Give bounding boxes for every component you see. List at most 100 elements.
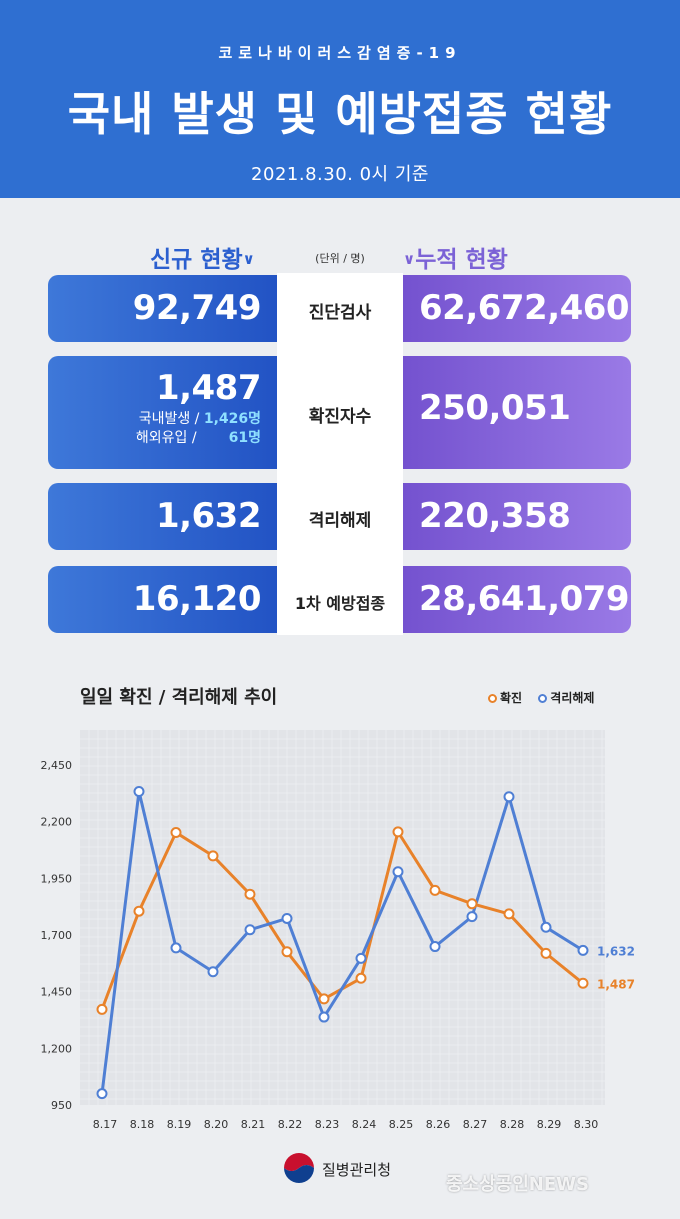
- x-tick-label: 8.19: [167, 1118, 192, 1131]
- plot-area: [80, 730, 605, 1105]
- header-subtitle: 코로나바이러스감염증-19: [218, 44, 462, 62]
- chevron-down-icon: ∨: [242, 250, 255, 268]
- new-tests-value: 92,749: [132, 288, 262, 328]
- new-status-label: 신규 현황∨: [150, 240, 255, 274]
- data-point-confirmed: [207, 850, 219, 862]
- cumulative-tests-value: 62,672,460: [419, 288, 630, 328]
- overseas-value: 61명: [228, 430, 261, 446]
- chevron-down-icon: ∨: [403, 250, 416, 268]
- x-tick-label: 8.30: [574, 1118, 599, 1131]
- domestic-value: 1,426명: [203, 411, 261, 427]
- cumulative-vaccination-card: 28,641,079: [403, 566, 631, 633]
- series-line-released: [100, 790, 584, 1094]
- center-label-band: [277, 273, 403, 635]
- y-tick-label: 950: [51, 1099, 72, 1112]
- x-tick-label: 8.25: [389, 1118, 414, 1131]
- data-point-confirmed: [355, 972, 367, 984]
- data-point-released: [503, 791, 515, 803]
- data-point-confirmed: [577, 977, 589, 989]
- y-tick-label: 1,950: [41, 872, 73, 885]
- data-point-released: [392, 866, 404, 878]
- legend-confirmed-label: 확진: [500, 691, 523, 705]
- watermark: 중소상공인NEWS: [446, 1174, 589, 1195]
- x-tick-label: 8.22: [278, 1118, 303, 1131]
- data-point-released: [170, 942, 182, 954]
- cases-label: 확진자수: [308, 407, 372, 427]
- cumulative-released-value: 220,358: [419, 496, 571, 536]
- x-tick-label: 8.18: [130, 1118, 155, 1131]
- data-point-confirmed: [540, 947, 552, 959]
- domestic-cases: 국내발생 / 1,426명: [48, 410, 261, 429]
- data-point-released: [244, 924, 256, 936]
- legend-released-label: 격리해제: [550, 691, 595, 705]
- data-point-released: [540, 921, 552, 933]
- data-point-released: [207, 966, 219, 978]
- legend-released-marker: [538, 694, 548, 703]
- data-point-confirmed: [503, 908, 515, 920]
- data-point-released: [133, 786, 145, 798]
- new-tests-card: 92,749: [48, 275, 277, 342]
- x-tick-label: 8.21: [241, 1118, 266, 1131]
- cumulative-status-label: ∨누적 현황: [403, 240, 508, 274]
- x-tick-label: 8.20: [204, 1118, 229, 1131]
- new-vaccination-card: 16,120: [48, 566, 277, 633]
- data-point-confirmed: [96, 1003, 108, 1015]
- released-label: 격리해제: [308, 511, 372, 531]
- new-status-text: 신규 현황: [150, 247, 243, 273]
- x-tick-label: 8.27: [463, 1118, 488, 1131]
- new-cases-value: 1,487: [155, 368, 262, 408]
- data-point-released: [318, 1011, 330, 1023]
- government-emblem-icon: [284, 1153, 314, 1183]
- x-tick-label: 8.23: [315, 1118, 340, 1131]
- header-title: 국내 발생 및 예방접종 현황: [67, 87, 613, 141]
- cumulative-cases-card: 250,051: [403, 356, 631, 469]
- unit-label: (단위 / 명): [315, 252, 365, 265]
- chart-title: 일일 확진 / 격리해제 추이: [80, 687, 278, 708]
- data-point-released: [96, 1088, 108, 1100]
- y-tick-label: 1,700: [41, 929, 73, 942]
- header-date: 2021.8.30. 0시 기준: [251, 164, 429, 185]
- data-point-confirmed: [244, 888, 256, 900]
- new-released-value: 1,632: [155, 496, 262, 536]
- data-point-confirmed: [133, 905, 145, 917]
- vaccination-label: 1차 예방접종: [294, 594, 386, 613]
- cumulative-cases-value: 250,051: [419, 388, 571, 428]
- tests-label: 진단검사: [308, 303, 372, 323]
- end-value-label-confirmed: 1,487: [597, 977, 635, 991]
- data-point-released: [577, 944, 589, 956]
- data-point-released: [355, 952, 367, 964]
- header: 코로나바이러스감염증-19 국내 발생 및 예방접종 현황 2021.8.30.…: [0, 0, 680, 198]
- x-tick-label: 8.26: [426, 1118, 451, 1131]
- cumulative-status-text: 누적 현황: [415, 247, 508, 273]
- data-point-confirmed: [429, 884, 441, 896]
- cumulative-released-card: 220,358: [403, 483, 631, 550]
- x-tick-label: 8.17: [93, 1118, 118, 1131]
- end-value-label-released: 1,632: [597, 944, 635, 958]
- x-tick-label: 8.29: [537, 1118, 562, 1131]
- y-tick-label: 2,450: [41, 759, 73, 772]
- data-point-confirmed: [281, 946, 293, 958]
- x-tick-label: 8.24: [352, 1118, 377, 1131]
- data-point-confirmed: [392, 826, 404, 838]
- data-point-confirmed: [170, 827, 182, 839]
- new-cases-card: 1,487 국내발생 / 1,426명 해외유입 / 61명: [48, 356, 277, 469]
- cumulative-tests-card: 62,672,460: [403, 275, 631, 342]
- y-tick-label: 1,200: [41, 1042, 73, 1055]
- data-point-released: [281, 912, 293, 924]
- chart-legend: 확진 격리해제: [488, 689, 594, 706]
- y-tick-label: 1,450: [41, 986, 73, 999]
- data-point-confirmed: [466, 898, 478, 910]
- x-tick-label: 8.28: [500, 1118, 525, 1131]
- agency-name: 질병관리청: [322, 1161, 392, 1179]
- overseas-cases: 해외유입 / 61명: [48, 429, 261, 448]
- new-released-card: 1,632: [48, 483, 277, 550]
- legend-confirmed-marker: [488, 694, 497, 703]
- data-point-confirmed: [318, 993, 330, 1005]
- data-point-released: [466, 911, 478, 923]
- new-vaccination-value: 16,120: [132, 579, 262, 619]
- y-tick-label: 2,200: [41, 816, 73, 829]
- domestic-label: 국내발생 /: [138, 411, 200, 427]
- data-point-released: [429, 941, 441, 953]
- cumulative-vaccination-value: 28,641,079: [419, 579, 630, 619]
- line-chart: 950 1,200 1,450 1,700 1,950 2,200 2,450 8.17 8.1…: [41, 730, 635, 1131]
